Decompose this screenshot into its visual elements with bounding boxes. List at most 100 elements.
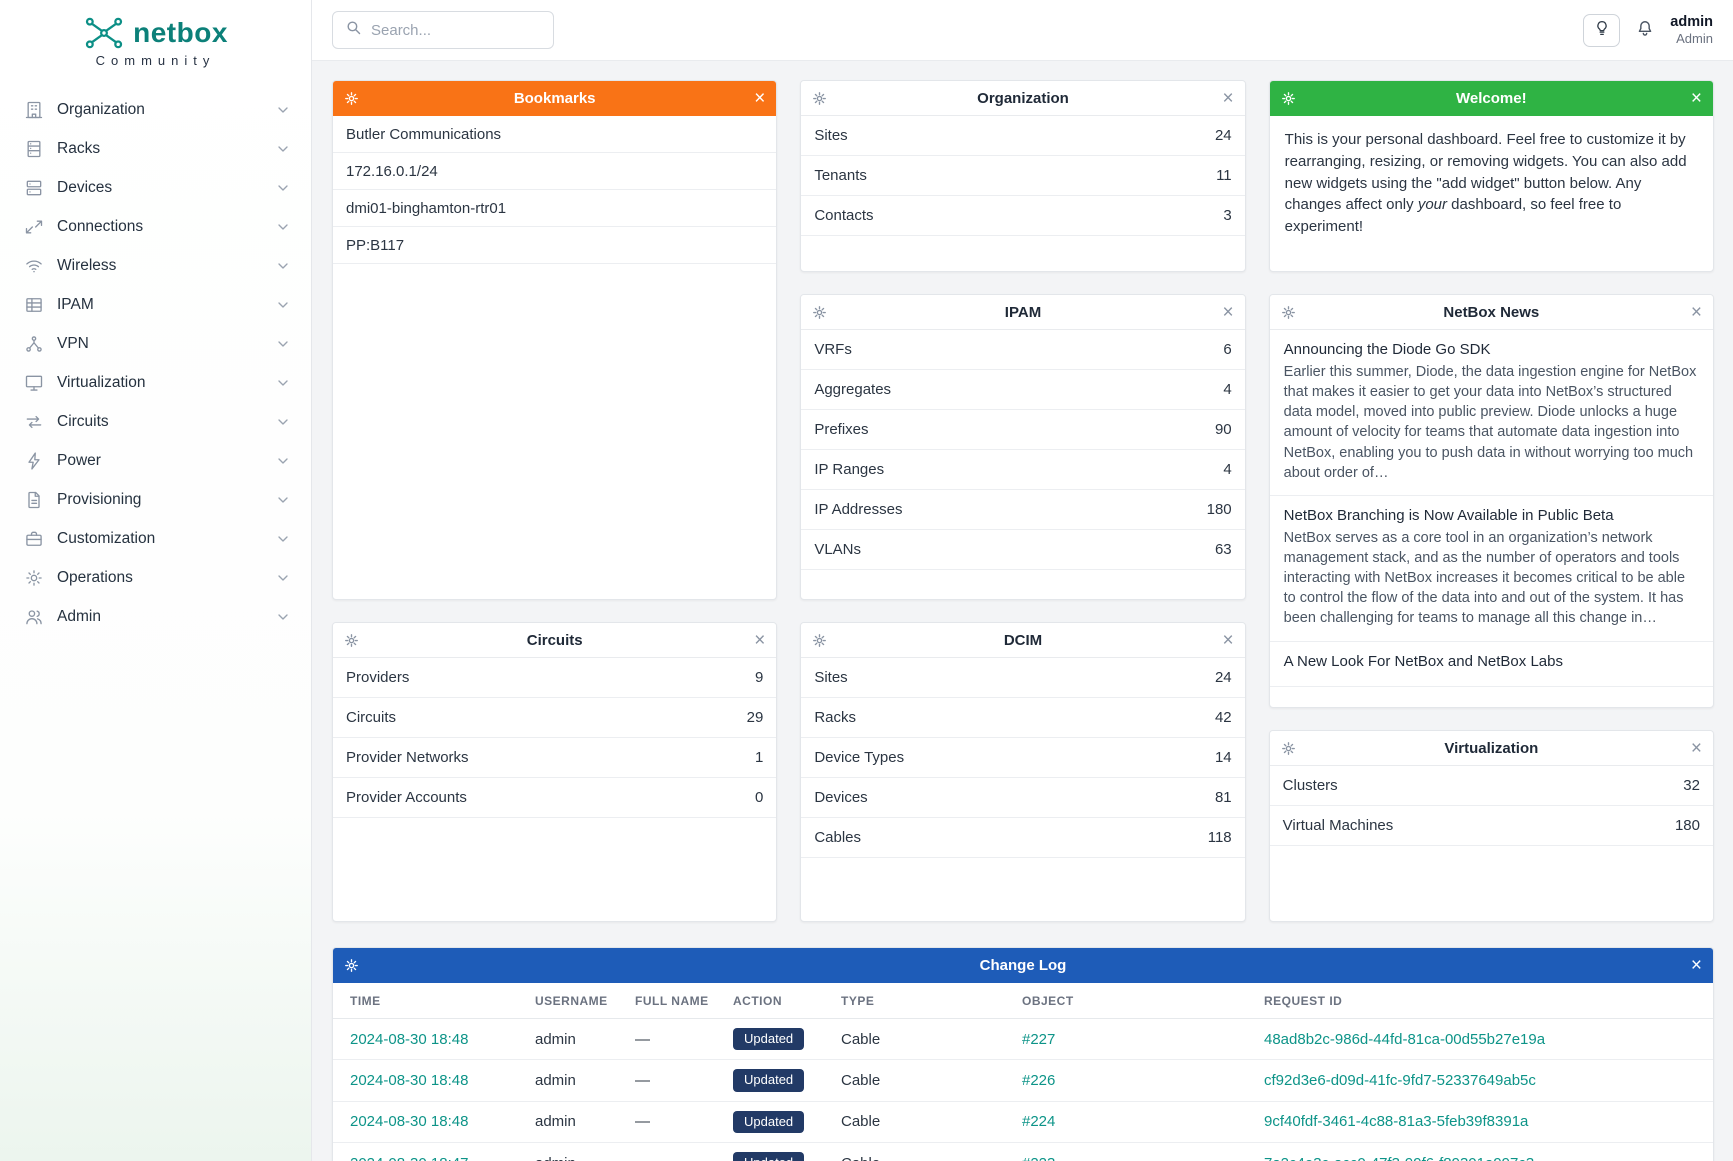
close-icon[interactable]: ×: [754, 629, 766, 651]
gears-icon: [24, 568, 44, 588]
stat-row[interactable]: Sites 24: [801, 116, 1245, 156]
change-time-link[interactable]: 2024-08-30 18:48: [350, 1071, 469, 1089]
stat-row[interactable]: IP Ranges 4: [801, 450, 1245, 490]
gear-icon[interactable]: [812, 305, 827, 320]
sidebar-item-vpn[interactable]: VPN: [0, 324, 311, 363]
stat-row[interactable]: Providers 9: [333, 658, 777, 698]
sidebar-item-customization[interactable]: Customization: [0, 519, 311, 558]
change-time-link[interactable]: 2024-08-30 18:47: [350, 1155, 468, 1161]
theme-toggle-button[interactable]: [1583, 13, 1621, 47]
user-role: Admin: [1676, 30, 1713, 46]
sidebar-item-virtualization[interactable]: Virtualization: [0, 363, 311, 402]
table-icon: [24, 295, 44, 315]
bookmark-item[interactable]: 172.16.0.1/24: [333, 153, 777, 190]
news-article-title[interactable]: NetBox Branching is Now Available in Pub…: [1283, 506, 1614, 524]
stat-row[interactable]: Contacts 3: [801, 196, 1245, 236]
stat-row[interactable]: Aggregates 4: [801, 370, 1245, 410]
sidebar-item-power[interactable]: Power: [0, 441, 311, 480]
request-id-link[interactable]: 7a2c4e3c-acc0-47f3-99f6-f89301a997c3: [1264, 1155, 1534, 1161]
netbox-logo[interactable]: netbox Community: [0, 0, 311, 76]
bookmark-item[interactable]: PP:B117: [333, 227, 777, 264]
stat-label: Contacts: [814, 207, 874, 224]
stat-row[interactable]: VRFs 6: [801, 330, 1245, 370]
request-id-link[interactable]: cf92d3e6-d09d-41fc-9fd7-52337649ab5c: [1264, 1071, 1536, 1089]
request-id-link[interactable]: 48ad8b2c-986d-44fd-81ca-00d55b27e19a: [1264, 1030, 1546, 1048]
users-icon: [24, 607, 44, 627]
stat-row[interactable]: Device Types 14: [801, 738, 1245, 778]
stat-row[interactable]: Tenants 11: [801, 156, 1245, 196]
bookmark-item[interactable]: Butler Communications: [333, 116, 777, 153]
stat-row[interactable]: IP Addresses 180: [801, 490, 1245, 530]
chevron-down-icon: [275, 453, 291, 469]
lightbulb-icon: [1593, 19, 1611, 42]
sidebar-item-provisioning[interactable]: Provisioning: [0, 480, 311, 519]
change-time-link[interactable]: 2024-08-30 18:48: [350, 1113, 469, 1131]
request-id-link[interactable]: 9cf40fdf-3461-4c88-81a3-5feb39f8391a: [1264, 1113, 1529, 1131]
gear-icon[interactable]: [344, 958, 359, 973]
news-article: A New Look For NetBox and NetBox Labs: [1269, 642, 1713, 687]
column-header-full-name: FULL NAME: [623, 983, 721, 1019]
stat-label: Devices: [814, 789, 868, 806]
chevron-down-icon: [275, 570, 291, 586]
news-article-title[interactable]: A New Look For NetBox and NetBox Labs: [1283, 652, 1563, 670]
news-article-title[interactable]: Announcing the Diode Go SDK: [1283, 341, 1491, 358]
stat-row[interactable]: Clusters 32: [1269, 766, 1713, 806]
stat-row[interactable]: Cables 118: [801, 818, 1245, 858]
gear-icon[interactable]: [1281, 91, 1296, 106]
stat-row[interactable]: VLANs 63: [801, 530, 1245, 570]
search-input[interactable]: [371, 21, 541, 39]
close-icon[interactable]: ×: [1690, 737, 1702, 759]
stat-row[interactable]: Devices 81: [801, 778, 1245, 818]
change-object-link[interactable]: #226: [1022, 1071, 1056, 1089]
chevron-down-icon: [275, 141, 291, 157]
stat-row[interactable]: Provider Networks 1: [333, 738, 777, 778]
stat-row[interactable]: Virtual Machines 180: [1269, 806, 1713, 846]
close-icon[interactable]: ×: [1222, 87, 1234, 109]
change-object-link[interactable]: #227: [1022, 1030, 1056, 1048]
gear-icon[interactable]: [1281, 741, 1296, 756]
sidebar-item-connections[interactable]: Connections: [0, 207, 311, 246]
stat-row[interactable]: Circuits 29: [333, 698, 777, 738]
stat-label: Virtual Machines: [1282, 817, 1394, 834]
gear-icon[interactable]: [812, 633, 827, 648]
stat-label: Racks: [814, 709, 857, 726]
stat-row[interactable]: Sites 24: [801, 658, 1245, 698]
stat-value: 6: [1223, 341, 1232, 358]
change-object-link[interactable]: #223: [1022, 1155, 1055, 1161]
sidebar-item-circuits[interactable]: Circuits: [0, 402, 311, 441]
gear-icon[interactable]: [344, 91, 359, 106]
close-icon[interactable]: ×: [1690, 301, 1702, 323]
sidebar-item-devices[interactable]: Devices: [0, 168, 311, 207]
global-search[interactable]: [332, 11, 554, 49]
gear-icon[interactable]: [1281, 305, 1296, 320]
change-type: Cable: [829, 1018, 1010, 1061]
notifications-button[interactable]: [1635, 18, 1655, 43]
stat-label: IP Ranges: [814, 461, 885, 478]
gear-icon[interactable]: [812, 91, 827, 106]
sidebar-item-wireless[interactable]: Wireless: [0, 246, 311, 285]
dashboard: Bookmarks × Butler Communications 172.16…: [312, 61, 1733, 1161]
sidebar-item-operations[interactable]: Operations: [0, 558, 311, 597]
close-icon[interactable]: ×: [1690, 955, 1702, 976]
gear-icon[interactable]: [344, 633, 359, 648]
stat-row[interactable]: Provider Accounts 0: [333, 778, 777, 818]
user-menu[interactable]: admin Admin: [1670, 13, 1713, 47]
lightning-bolt-icon: [24, 451, 44, 471]
welcome-text: This is your personal dashboard. Feel fr…: [1270, 116, 1713, 251]
sidebar-item-admin[interactable]: Admin: [0, 597, 311, 636]
close-icon[interactable]: ×: [1222, 301, 1234, 323]
sidebar-item-label: Power: [57, 451, 101, 469]
close-icon[interactable]: ×: [1222, 629, 1234, 651]
change-object-link[interactable]: #224: [1022, 1113, 1056, 1131]
bookmark-item[interactable]: dmi01-binghamton-rtr01: [333, 190, 777, 227]
sidebar-item-organization[interactable]: Organization: [0, 90, 311, 129]
widget-header: Virtualization ×: [1269, 731, 1713, 766]
brand-tagline: Community: [95, 53, 216, 68]
stat-row[interactable]: Prefixes 90: [801, 410, 1245, 450]
sidebar-item-ipam[interactable]: IPAM: [0, 285, 311, 324]
sidebar-item-racks[interactable]: Racks: [0, 129, 311, 168]
stat-row[interactable]: Racks 42: [801, 698, 1245, 738]
change-time-link[interactable]: 2024-08-30 18:48: [350, 1030, 469, 1048]
close-icon[interactable]: ×: [1690, 88, 1702, 109]
close-icon[interactable]: ×: [754, 88, 766, 109]
